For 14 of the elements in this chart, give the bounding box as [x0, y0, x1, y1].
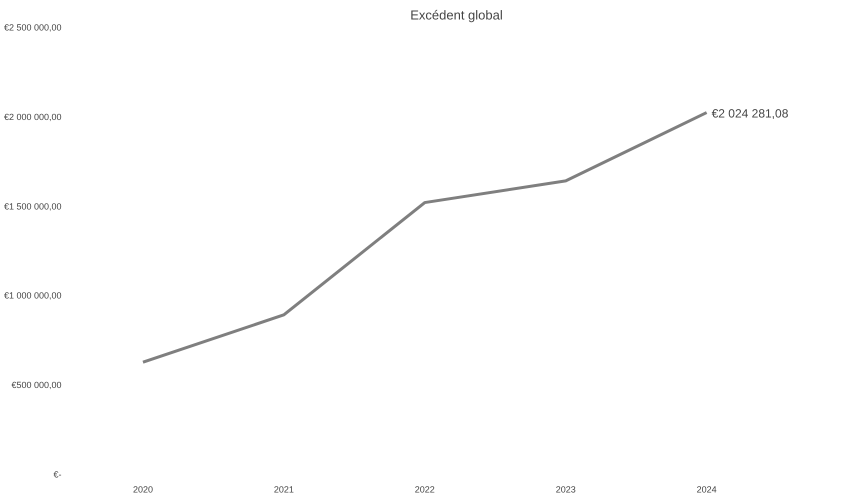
- x-tick-label: 2024: [696, 484, 717, 494]
- data-label: €2 024 281,08: [712, 106, 789, 121]
- x-tick-label: 2020: [132, 484, 153, 494]
- y-tick-label: €2 500 000,00: [4, 22, 62, 32]
- y-tick-label: €2 000 000,00: [4, 112, 62, 122]
- x-tick-label: 2022: [414, 484, 435, 494]
- x-tick-label: 2021: [274, 484, 294, 494]
- y-tick-label: €-: [54, 470, 62, 480]
- line-series: [141, 111, 708, 364]
- y-tick-label: €1 500 000,00: [4, 201, 62, 212]
- chart-title: Excédent global: [410, 8, 503, 22]
- y-tick-label: €500 000,00: [11, 380, 62, 390]
- y-tick-label: €1 000 000,00: [4, 290, 62, 301]
- x-tick-label: 2023: [556, 484, 576, 494]
